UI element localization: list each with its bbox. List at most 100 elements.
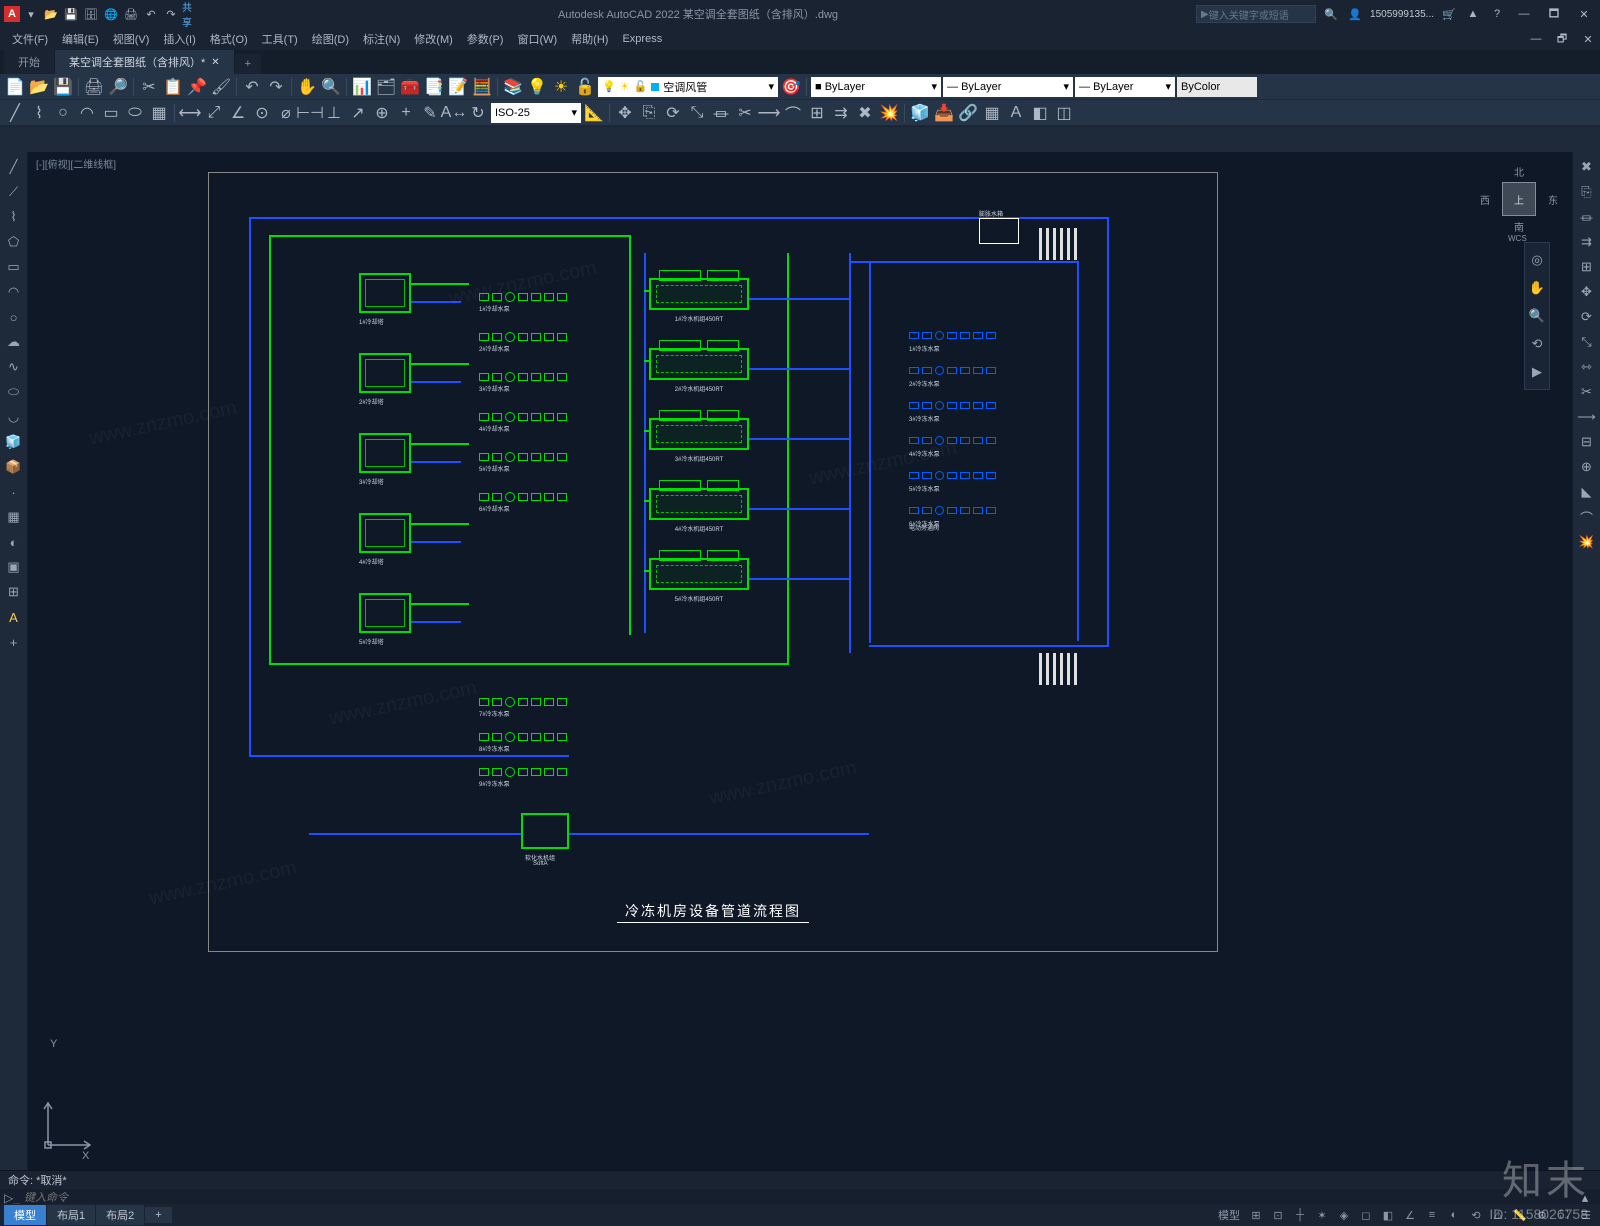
paste-icon[interactable]: 📌 bbox=[186, 76, 208, 98]
tolerance-icon[interactable]: ⊕ bbox=[371, 102, 393, 124]
boundary-icon[interactable]: ◫ bbox=[1053, 102, 1075, 124]
qat-web-icon[interactable]: 🌐 bbox=[102, 5, 120, 23]
qat-plot-icon[interactable]: 🖨 bbox=[122, 5, 140, 23]
menu-tools[interactable]: 工具(T) bbox=[256, 29, 304, 49]
layout-add-tab[interactable]: + bbox=[145, 1207, 171, 1223]
chamfer-icon[interactable]: ◣ bbox=[1576, 481, 1598, 503]
match-icon[interactable]: 🖌 bbox=[210, 76, 232, 98]
minimize-button[interactable]: — bbox=[1512, 4, 1536, 24]
redo2-icon[interactable]: ↷ bbox=[265, 76, 287, 98]
snap-icon[interactable]: ⊡ bbox=[1268, 1206, 1288, 1224]
qat-new-icon[interactable]: ▾ bbox=[22, 5, 40, 23]
erase2-icon[interactable]: ✖ bbox=[1576, 156, 1598, 178]
tab-close-icon[interactable]: ✕ bbox=[211, 57, 219, 68]
makeblk-tool-icon[interactable]: 📦 bbox=[3, 456, 25, 478]
drawing-canvas[interactable]: [-][俯视][二维线框] 北 南 西 东 上 WCS ◎ ✋ 🔍 ⟲ ▶ bbox=[28, 152, 1572, 1170]
mirror-icon[interactable]: ⏛ bbox=[710, 102, 732, 124]
fillet-icon[interactable]: ⌒ bbox=[782, 102, 804, 124]
rotate2-icon[interactable]: ⟳ bbox=[1576, 306, 1598, 328]
dim-baseline-icon[interactable]: ⊥ bbox=[323, 102, 345, 124]
viewcube-north[interactable]: 北 bbox=[1514, 164, 1524, 179]
linetype-dropdown[interactable]: — ByLayer▾ bbox=[1075, 77, 1175, 97]
qat-share-icon[interactable]: 共享 bbox=[182, 5, 200, 23]
line-icon[interactable]: ╱ bbox=[4, 102, 26, 124]
ellipse-tool-icon[interactable]: ⬭ bbox=[3, 381, 25, 403]
preview-icon[interactable]: 🔎 bbox=[107, 76, 129, 98]
menu-view[interactable]: 视图(V) bbox=[107, 29, 156, 49]
qat-saveas-icon[interactable]: 🗄 bbox=[82, 5, 100, 23]
user-name[interactable]: 1505999135... bbox=[1370, 9, 1434, 20]
nav-wheel-icon[interactable]: ◎ bbox=[1526, 249, 1548, 271]
nav-orbit-icon[interactable]: ⟲ bbox=[1526, 333, 1548, 355]
array2-icon[interactable]: ⊞ bbox=[1576, 256, 1598, 278]
circle-tool-icon[interactable]: ○ bbox=[3, 306, 25, 328]
dimtedit-icon[interactable]: A↔ bbox=[443, 102, 465, 124]
app-logo[interactable]: A bbox=[4, 6, 20, 22]
table-icon[interactable]: ▦ bbox=[981, 102, 1003, 124]
menu-modify[interactable]: 修改(M) bbox=[408, 29, 459, 49]
copy-icon[interactable]: 📋 bbox=[162, 76, 184, 98]
save-icon[interactable]: 💾 bbox=[52, 76, 74, 98]
menu-express[interactable]: Express bbox=[616, 31, 668, 47]
leader-icon[interactable]: ↗ bbox=[347, 102, 369, 124]
rect-icon[interactable]: ▭ bbox=[100, 102, 122, 124]
move-icon[interactable]: ✥ bbox=[614, 102, 636, 124]
nav-zoom-icon[interactable]: 🔍 bbox=[1526, 305, 1548, 327]
dim-angular-icon[interactable]: ∠ bbox=[227, 102, 249, 124]
addsel-tool-icon[interactable]: + bbox=[3, 631, 25, 653]
insertblk-tool-icon[interactable]: 🧊 bbox=[3, 431, 25, 453]
layer-dropdown[interactable]: 💡☀🔓 空调风管 ▾ bbox=[598, 77, 778, 97]
arc-icon[interactable]: ◠ bbox=[76, 102, 98, 124]
copy3-icon[interactable]: ⎘ bbox=[1576, 181, 1598, 203]
line-tool-icon[interactable]: ╱ bbox=[3, 156, 25, 178]
cut-icon[interactable]: ✂ bbox=[138, 76, 160, 98]
pline-icon[interactable]: ⌇ bbox=[28, 102, 50, 124]
centermark-icon[interactable]: + bbox=[395, 102, 417, 124]
layer-lock-icon[interactable]: 🔓 bbox=[574, 76, 596, 98]
isodraft-icon[interactable]: ◈ bbox=[1334, 1206, 1354, 1224]
ortho-icon[interactable]: ┼ bbox=[1290, 1206, 1310, 1224]
layer-freeze-icon[interactable]: ☀ bbox=[550, 76, 572, 98]
viewcube-top[interactable]: 上 bbox=[1502, 182, 1536, 216]
qat-redo-icon[interactable]: ↷ bbox=[162, 5, 180, 23]
dim-linear-icon[interactable]: ⟷ bbox=[179, 102, 201, 124]
menu-draw[interactable]: 绘图(D) bbox=[306, 29, 355, 49]
layout2-tab[interactable]: 布局2 bbox=[96, 1205, 144, 1225]
spline-tool-icon[interactable]: ∿ bbox=[3, 356, 25, 378]
stretch-icon[interactable]: ⇿ bbox=[1576, 356, 1598, 378]
dim-diameter-icon[interactable]: ⌀ bbox=[275, 102, 297, 124]
viewport-label[interactable]: [-][俯视][二维线框] bbox=[36, 156, 116, 171]
revcloud-tool-icon[interactable]: ☁ bbox=[3, 331, 25, 353]
layer-on-icon[interactable]: 💡 bbox=[526, 76, 548, 98]
viewcube-west[interactable]: 西 bbox=[1480, 192, 1490, 207]
dim-radius-icon[interactable]: ⊙ bbox=[251, 102, 273, 124]
copy2-icon[interactable]: ⎘ bbox=[638, 102, 660, 124]
lineweight-dropdown[interactable]: — ByLayer▾ bbox=[943, 77, 1073, 97]
offset2-icon[interactable]: ⇉ bbox=[1576, 231, 1598, 253]
gradient-tool-icon[interactable]: ◐ bbox=[3, 531, 25, 553]
ellipse-icon[interactable]: ⬭ bbox=[124, 102, 146, 124]
qat-save-icon[interactable]: 💾 bbox=[62, 5, 80, 23]
join-icon[interactable]: ⊕ bbox=[1576, 456, 1598, 478]
doc-close-button[interactable]: ✕ bbox=[1576, 29, 1600, 49]
dim-aligned-icon[interactable]: ⤢ bbox=[203, 102, 225, 124]
color-dropdown[interactable]: ■ ByLayer▾ bbox=[811, 77, 941, 97]
transparency-icon[interactable]: ◐ bbox=[1444, 1206, 1464, 1224]
lwt-icon[interactable]: ≡ bbox=[1422, 1206, 1442, 1224]
pan-icon[interactable]: ✋ bbox=[296, 76, 318, 98]
user-icon[interactable]: 👤 bbox=[1346, 5, 1364, 23]
undo2-icon[interactable]: ↶ bbox=[241, 76, 263, 98]
viewcube-south[interactable]: 南 bbox=[1514, 219, 1524, 234]
mtext-tool-icon[interactable]: A bbox=[3, 606, 25, 628]
qat-open-icon[interactable]: 📂 bbox=[42, 5, 60, 23]
offset-icon[interactable]: ⇉ bbox=[830, 102, 852, 124]
menu-file[interactable]: 文件(F) bbox=[6, 29, 54, 49]
menu-insert[interactable]: 插入(I) bbox=[157, 29, 201, 49]
menu-parametric[interactable]: 参数(P) bbox=[461, 29, 510, 49]
dimstyle-icon[interactable]: 📐 bbox=[583, 102, 605, 124]
polygon-tool-icon[interactable]: ⬠ bbox=[3, 231, 25, 253]
toolpalette-icon[interactable]: 🧰 bbox=[399, 76, 421, 98]
menu-window[interactable]: 窗口(W) bbox=[511, 29, 563, 49]
layout1-tab[interactable]: 布局1 bbox=[47, 1205, 95, 1225]
menu-dimension[interactable]: 标注(N) bbox=[357, 29, 406, 49]
